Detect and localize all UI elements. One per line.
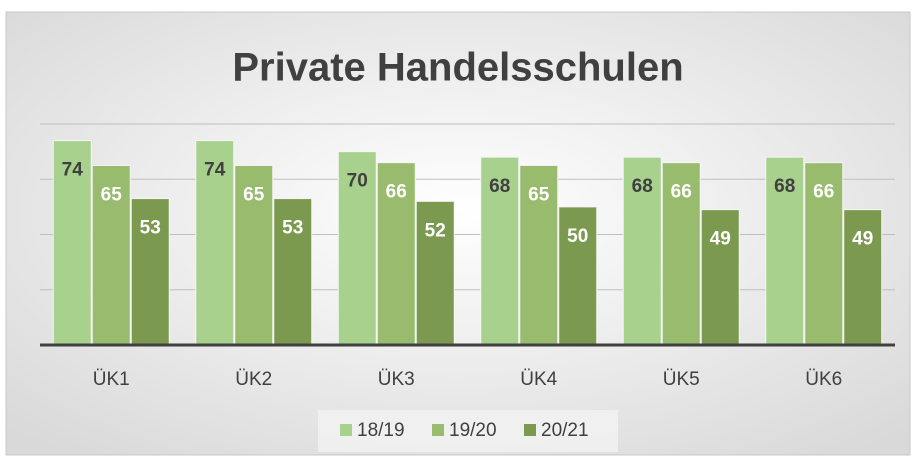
bar [519, 164, 559, 346]
legend-label: 20/21 [541, 420, 589, 441]
data-label: 65 [528, 184, 550, 205]
legend-label: 19/20 [449, 420, 497, 441]
x-tick-label: ÜK4 [520, 369, 557, 390]
bar [843, 209, 883, 346]
legend-swatch [432, 424, 444, 436]
bar [52, 140, 92, 346]
data-label: 49 [710, 229, 731, 250]
bar [415, 200, 455, 346]
data-label: 49 [852, 229, 873, 250]
bar [273, 198, 313, 346]
data-label: 53 [140, 218, 161, 239]
x-tick-label: ÜK3 [378, 369, 415, 390]
data-label: 65 [101, 184, 123, 205]
data-label: 50 [567, 226, 588, 247]
bar [480, 156, 520, 346]
x-tick-label: ÜK1 [93, 369, 130, 390]
data-label: 68 [489, 176, 510, 197]
data-label: 66 [386, 182, 407, 203]
bar [91, 164, 131, 346]
bar [130, 198, 170, 346]
x-tick-label: ÜK5 [663, 369, 700, 390]
bar [700, 209, 740, 346]
data-label: 65 [243, 184, 265, 205]
data-label: 52 [425, 220, 446, 241]
chart-title: Private Handelsschulen [232, 46, 683, 90]
legend-swatch [524, 424, 536, 436]
x-tick-label: ÜK6 [805, 369, 842, 390]
bar [195, 140, 235, 346]
bar [622, 156, 662, 346]
data-label: 68 [774, 176, 795, 197]
x-tick-label: ÜK2 [235, 369, 272, 390]
data-label: 70 [347, 171, 368, 192]
legend-label: 18/19 [357, 420, 405, 441]
data-label: 74 [204, 160, 226, 181]
legend-box [318, 410, 618, 452]
data-label: 66 [671, 182, 692, 203]
data-label: 74 [62, 160, 84, 181]
legend-swatch [340, 424, 352, 436]
bar [234, 164, 274, 346]
bar [804, 162, 844, 346]
data-label: 53 [282, 218, 303, 239]
bar [661, 162, 701, 346]
bar [337, 151, 377, 346]
data-label: 66 [813, 182, 834, 203]
bar [765, 156, 805, 346]
data-label: 68 [632, 176, 653, 197]
